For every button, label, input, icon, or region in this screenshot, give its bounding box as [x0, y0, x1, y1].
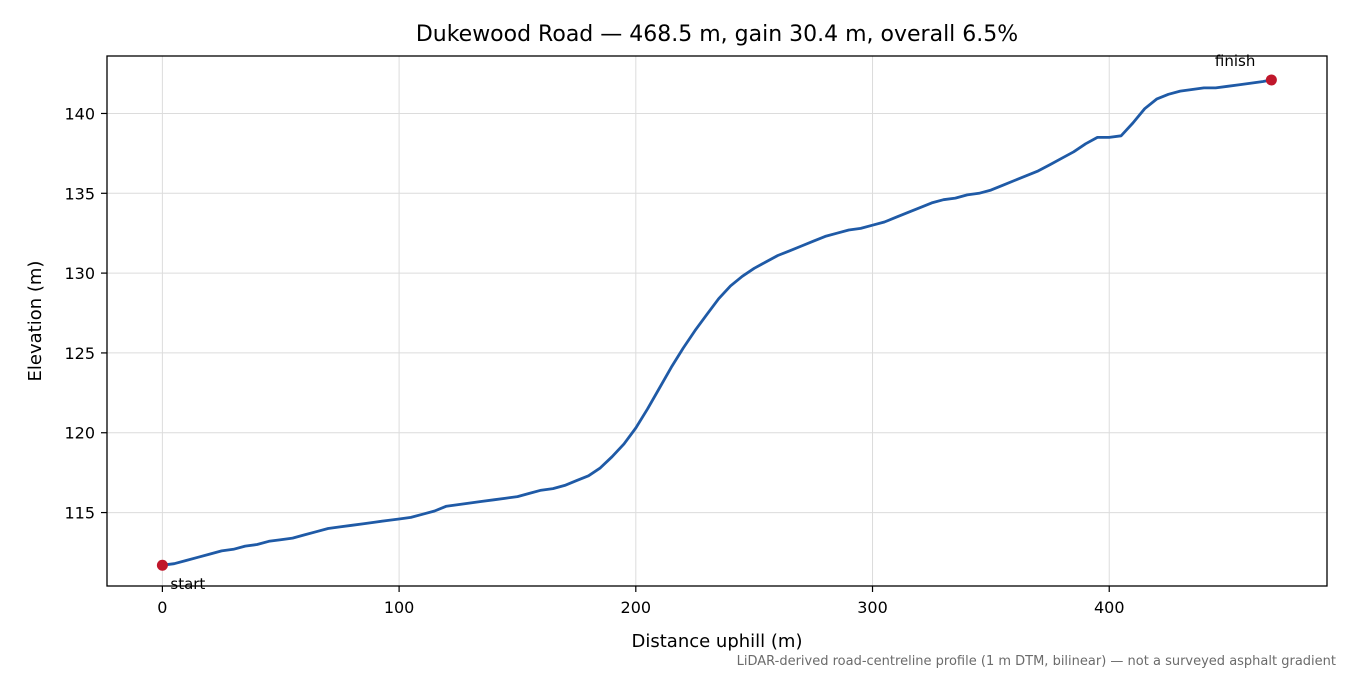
y-tick-label: 115	[64, 504, 95, 523]
finish-marker	[1265, 74, 1277, 86]
y-tick-label: 130	[64, 264, 95, 283]
x-tick-label: 200	[621, 598, 652, 617]
endpoint-markers	[156, 74, 1277, 571]
source-footnote: LiDAR-derived road-centreline profile (1…	[737, 654, 1336, 669]
profile-series	[160, 78, 1273, 567]
y-tick-label: 140	[64, 104, 95, 123]
y-tick-label: 120	[64, 424, 95, 443]
plot-frame	[106, 55, 1328, 587]
y-tick-label: 125	[64, 344, 95, 363]
start-marker	[156, 559, 168, 571]
x-axis-ticks: 0 100 200 300 400	[157, 586, 1125, 617]
x-tick-label: 400	[1094, 598, 1125, 617]
x-tick-label: 0	[157, 598, 167, 617]
elevation-line	[160, 78, 1273, 567]
y-axis-ticks: 115 120 125 130 135 140	[64, 104, 107, 523]
start-label: start	[170, 575, 205, 593]
endpoint-annotations: start finish	[170, 52, 1255, 593]
y-axis-label: Elevation (m)	[25, 261, 46, 382]
grid-lines	[107, 56, 1327, 586]
y-tick-label: 135	[64, 184, 95, 203]
x-axis-label: Distance uphill (m)	[632, 631, 803, 652]
chart-title: Dukewood Road — 468.5 m, gain 30.4 m, ov…	[416, 22, 1018, 47]
finish-label: finish	[1215, 52, 1255, 70]
x-tick-label: 300	[857, 598, 888, 617]
x-tick-label: 100	[384, 598, 415, 617]
